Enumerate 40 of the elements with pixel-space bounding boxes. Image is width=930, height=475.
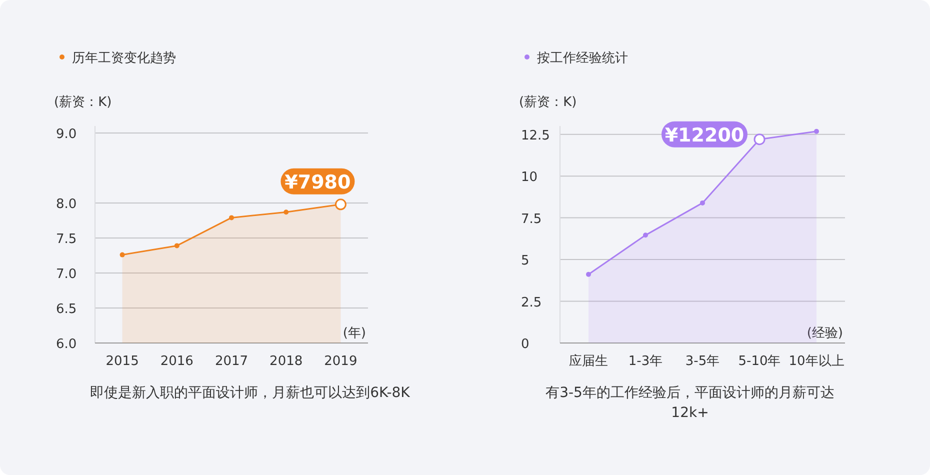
point: [814, 128, 819, 134]
y-tick-label: 6.0: [56, 337, 77, 352]
y-tick-label: 9.0: [56, 127, 77, 142]
y-tick-label: 10: [521, 170, 538, 186]
x-tick-label: 2016: [160, 354, 194, 369]
y-tick-label: 7.0: [56, 267, 77, 282]
x-tick-label: 应届生: [569, 353, 608, 369]
x-tick-label: 2019: [324, 354, 358, 369]
chart-title: 历年工资变化趋势: [72, 51, 176, 66]
y-tick-label: 2.5: [521, 295, 542, 310]
x-tick-label: 2015: [106, 354, 139, 369]
y-axis-title: (薪资：K): [519, 95, 577, 110]
x-tick-label: 2018: [270, 354, 303, 369]
point: [643, 232, 648, 238]
annotation: ¥12200: [664, 124, 744, 146]
x-tick-label: 5-10年: [738, 354, 781, 369]
y-tick-label: 7.5: [56, 232, 77, 247]
point: [586, 272, 591, 277]
y-tick-label: 8.0: [56, 197, 77, 212]
text: 即使是新入职的平面设计师，月薪也可以达到6K-8K: [89, 384, 411, 403]
y-tick-label: 7.5: [521, 212, 542, 227]
x-axis-title: (年): [342, 326, 366, 341]
x-tick-label: 10年以上: [788, 354, 844, 369]
point: [120, 252, 125, 258]
y-tick-label: 5: [521, 254, 530, 269]
point: [174, 243, 180, 248]
x-tick-label: 1-3年: [628, 354, 663, 369]
y-axis-title: (薪资：K): [54, 95, 112, 110]
annotation: ¥7980: [284, 171, 351, 194]
x-tick-label: 3-5年: [685, 354, 720, 369]
y-tick-label: 0: [521, 337, 530, 352]
y-tick-label: 12.5: [521, 128, 550, 144]
chart-title: 按工作经验统计: [537, 51, 628, 66]
point: [284, 210, 289, 215]
x-axis-title: (经验): [806, 326, 843, 341]
text: 有3-5年的工作经验后，平面设计师的月薪可达12k+: [545, 384, 835, 423]
point: [229, 215, 234, 220]
point: [700, 200, 705, 206]
x-tick-label: 2017: [214, 354, 248, 369]
y-tick-label: 6.5: [56, 302, 77, 317]
